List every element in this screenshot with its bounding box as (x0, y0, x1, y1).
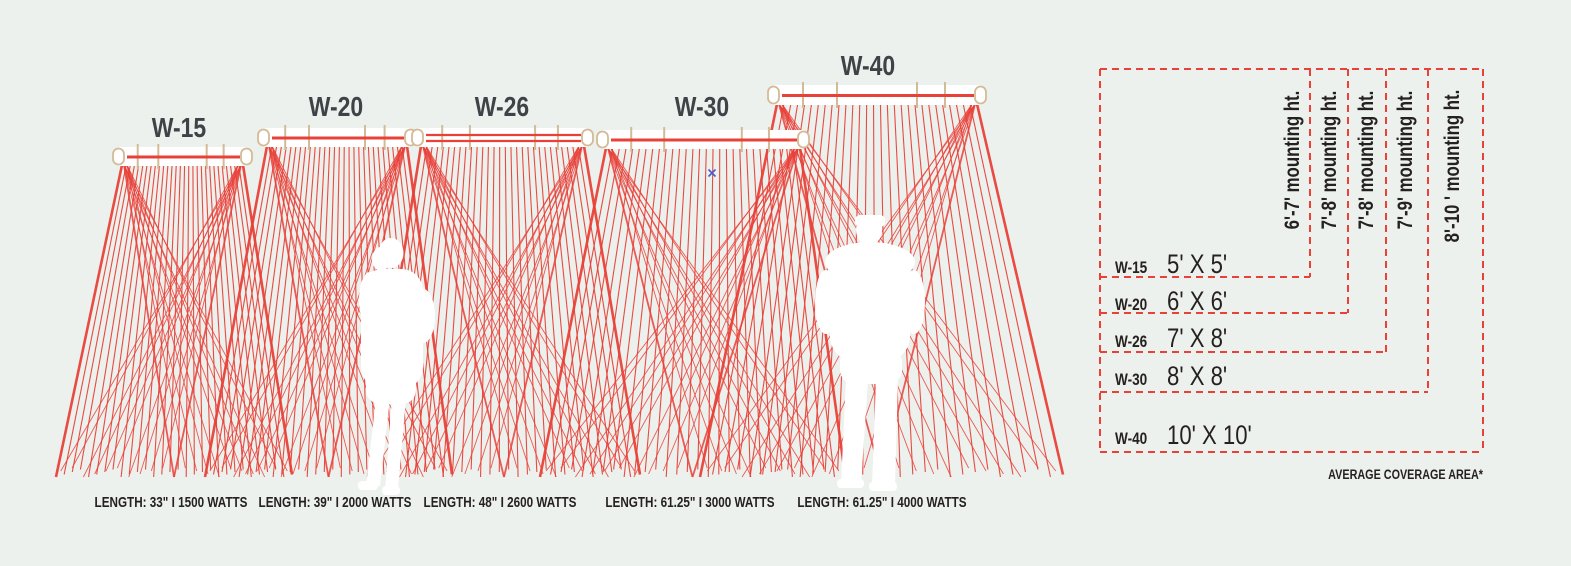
heater-fixture-w-15 (112, 144, 253, 169)
mounting-height-label-2: 7'-8' mounting ht. (1355, 73, 1379, 246)
row-coverage-text: 10' X 10' (1167, 420, 1253, 450)
row-coverage-value: 5' X 5' (1167, 249, 1240, 280)
mounting-height-label-3: 7'-9' mounting ht. (1394, 73, 1418, 246)
heater-spec-text: LENGTH: 48" I 2600 WATTS (423, 494, 577, 511)
row-model-label: W-30 (1115, 370, 1155, 390)
heater-spec-w-40: LENGTH: 61.25" I 4000 WATTS (774, 494, 991, 511)
heater-title-text: W-30 (674, 91, 730, 122)
heater-title-w-26: W-26 (469, 91, 535, 123)
fixture-endcap-left (767, 85, 780, 105)
coverage-footnote-text: AVERAGE COVERAGE AREA* (1328, 467, 1483, 482)
row-coverage-value: 8' X 8' (1167, 361, 1240, 392)
mounting-height-label-0: 6'-7' mounting ht. (1281, 73, 1305, 246)
row-coverage-value: 7' X 8' (1167, 323, 1240, 354)
heater-title-text: W-26 (474, 91, 530, 122)
row-model-text: W-26 (1115, 332, 1148, 351)
row-coverage-value: 10' X 10' (1167, 420, 1270, 451)
fixture-endcap-right (581, 128, 594, 147)
heater-title-text: W-20 (308, 91, 364, 122)
coverage-footnote: AVERAGE COVERAGE AREA* (1289, 467, 1483, 482)
heater-title-text: W-15 (151, 112, 207, 143)
heater-rays-w-15 (54, 164, 294, 478)
fixture-endcap-left (411, 128, 424, 147)
heater-title-w-20: W-20 (303, 91, 369, 123)
heater-title-w-40: W-40 (835, 50, 901, 82)
heater-fixture-w-20 (257, 125, 417, 150)
heater-title-text: W-40 (840, 50, 896, 81)
mounting-height-text: 7'-8' mounting ht. (1318, 90, 1341, 230)
row-coverage-text: 5' X 5' (1167, 249, 1228, 279)
fixture-endcap-left (112, 147, 125, 166)
row-model-label: W-20 (1115, 295, 1155, 315)
fixture-endcap-right (974, 85, 987, 105)
row-coverage-value: 6' X 6' (1167, 286, 1240, 317)
mounting-height-label-1: 7'-8' mounting ht. (1318, 73, 1342, 246)
fixture-endcap-right (797, 130, 810, 149)
coverage-row-w-20: W-20 6' X 6' (1115, 286, 1241, 317)
person-silhouette-2 (815, 215, 925, 491)
heater-rays-w-26 (366, 145, 642, 478)
mounting-height-text: 6'-7' mounting ht. (1281, 90, 1304, 230)
heater-fixture-w-30 (596, 127, 810, 152)
mounting-height-text: 8'-10 ' mounting ht. (1441, 89, 1464, 243)
heater-title-w-15: W-15 (146, 112, 212, 144)
row-model-label: W-26 (1115, 332, 1155, 352)
row-model-text: W-30 (1115, 370, 1148, 389)
coverage-row-w-40: W-40 10' X 10' (1115, 420, 1271, 451)
coverage-table-frame (1099, 68, 1484, 453)
row-coverage-text: 8' X 8' (1167, 361, 1228, 391)
heater-fixture-w-26 (411, 125, 594, 150)
blue-x-marker (707, 168, 717, 178)
heater-spec-w-30: LENGTH: 61.25" I 3000 WATTS (582, 494, 799, 511)
heater-rays-w-30 (538, 147, 847, 478)
row-model-label: W-15 (1115, 258, 1155, 278)
mounting-height-text: 7'-8' mounting ht. (1355, 90, 1378, 230)
mounting-height-text: 7'-9' mounting ht. (1394, 90, 1417, 230)
heater-spec-text: LENGTH: 61.25" I 3000 WATTS (605, 494, 775, 511)
fixture-endcap-left (257, 128, 270, 147)
mounting-height-label-4: 8'-10 ' mounting ht. (1441, 71, 1465, 262)
row-model-text: W-15 (1115, 258, 1148, 277)
person-silhouette-1 (358, 238, 435, 495)
heater-spec-text: LENGTH: 61.25" I 4000 WATTS (797, 494, 967, 511)
heater-title-w-30: W-30 (669, 91, 735, 123)
heater-spec-w-20: LENGTH: 39" I 2000 WATTS (237, 494, 433, 511)
row-model-text: W-40 (1115, 429, 1148, 448)
coverage-row-w-30: W-30 8' X 8' (1115, 361, 1241, 392)
row-model-label: W-40 (1115, 429, 1155, 449)
fixture-endcap-right (240, 147, 253, 166)
row-coverage-text: 7' X 8' (1167, 323, 1228, 353)
heater-spec-text: LENGTH: 39" I 2000 WATTS (258, 494, 412, 511)
row-model-text: W-20 (1115, 295, 1148, 314)
heater-spec-w-26: LENGTH: 48" I 2600 WATTS (402, 494, 598, 511)
heater-spec-w-15: LENGTH: 33" I 1500 WATTS (73, 494, 269, 511)
coverage-row-w-15: W-15 5' X 5' (1115, 249, 1241, 280)
fixture-endcap-left (596, 130, 609, 149)
heater-spec-text: LENGTH: 33" I 1500 WATTS (94, 494, 248, 511)
row-coverage-text: 6' X 6' (1167, 286, 1228, 316)
coverage-row-w-26: W-26 7' X 8' (1115, 323, 1241, 354)
fixture-body (411, 128, 594, 147)
heater-fixture-w-40 (767, 82, 987, 108)
